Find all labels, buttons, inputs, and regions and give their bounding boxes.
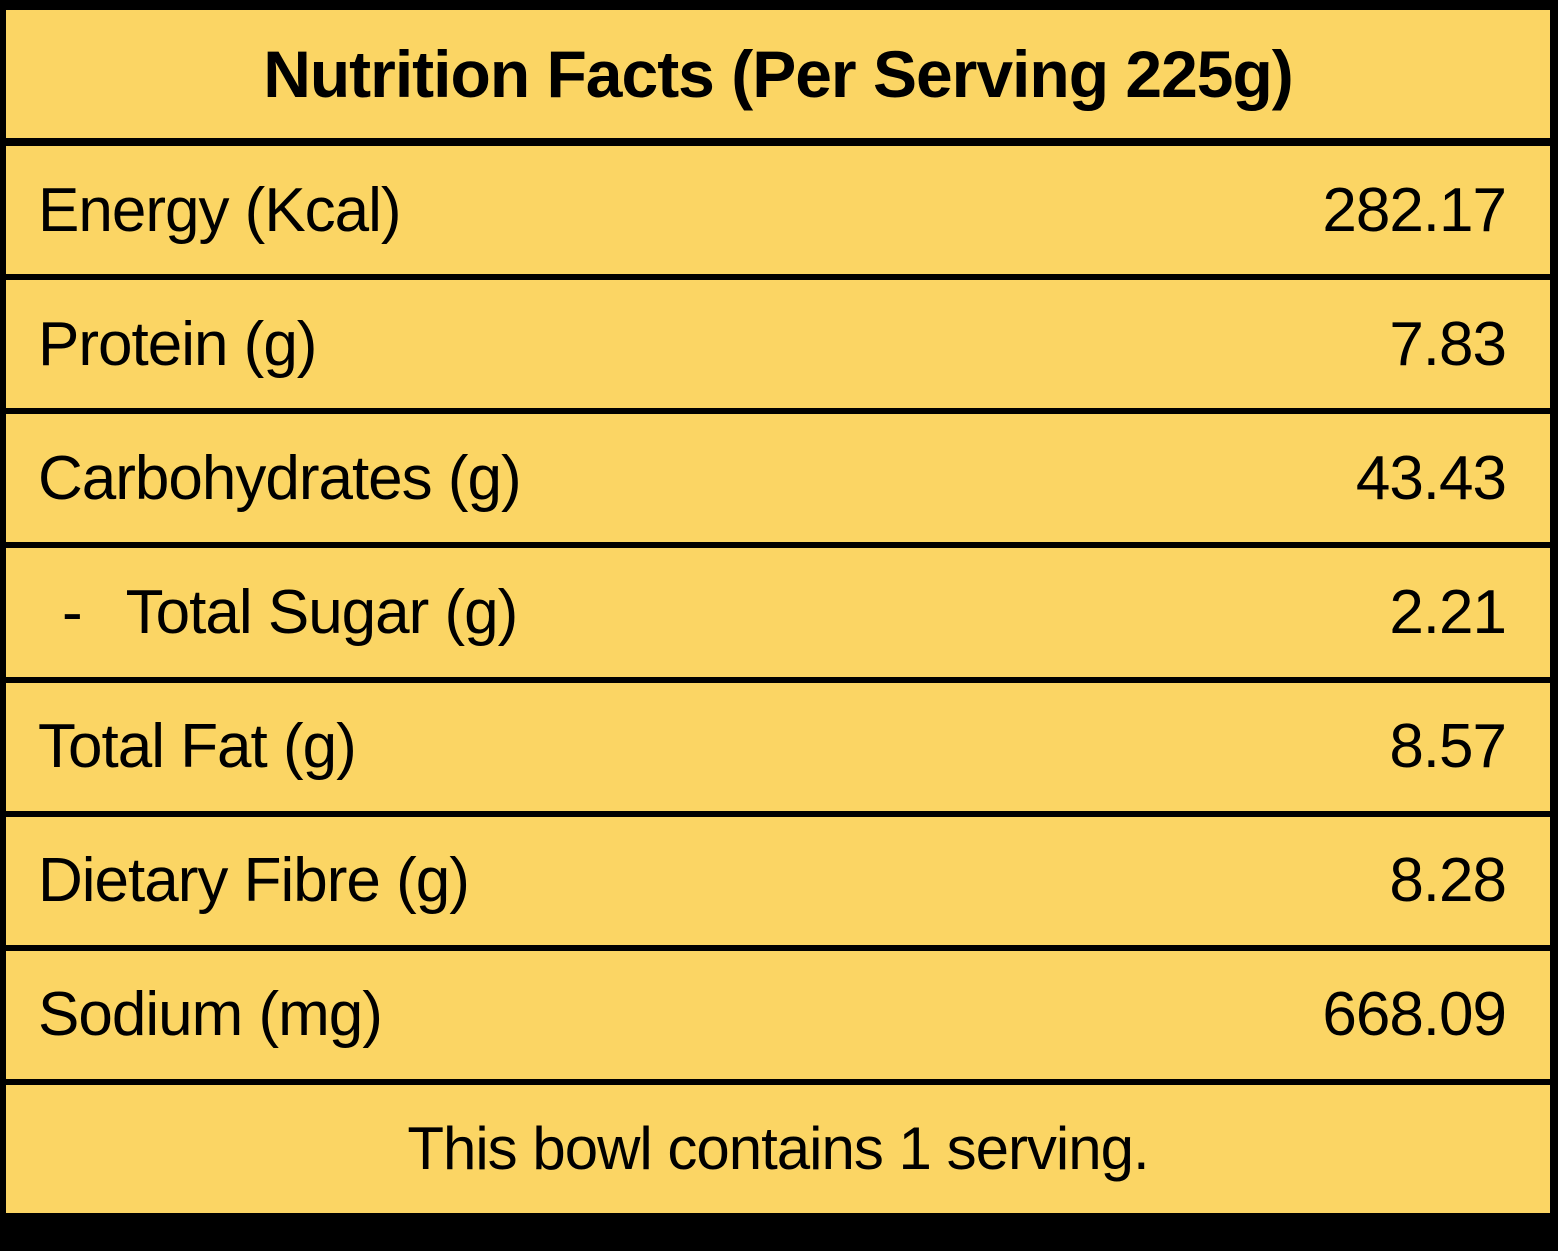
table-row: Dietary Fibre (g) 8.28 — [6, 817, 1550, 951]
row-label: - Total Sugar (g) — [6, 577, 519, 648]
table-row: Energy (Kcal) 282.17 — [6, 146, 1550, 281]
row-label: Sodium (mg) — [38, 980, 383, 1050]
row-label: Carbohydrates (g) — [38, 443, 522, 513]
row-value: 8.28 — [1389, 846, 1507, 916]
table-row: Sodium (mg) 668.09 — [6, 951, 1550, 1085]
row-value: 43.43 — [1355, 443, 1507, 513]
row-value: 7.83 — [1389, 309, 1507, 379]
table-row: Carbohydrates (g) 43.43 — [6, 414, 1550, 549]
sub-item-dash: - — [62, 577, 83, 647]
row-label: Energy (Kcal) — [38, 175, 402, 245]
nutrition-facts-table: Nutrition Facts (Per Serving 225g) Energ… — [0, 0, 1558, 1221]
row-label: Total Fat (g) — [38, 712, 357, 782]
table-row: - Total Sugar (g) 2.21 — [6, 548, 1550, 683]
serving-note: This bowl contains 1 serving. — [407, 1115, 1149, 1183]
table-row: Protein (g) 7.83 — [6, 280, 1550, 415]
row-label-text: Total Sugar (g) — [125, 577, 519, 647]
row-value: 668.09 — [1322, 980, 1507, 1050]
table-row: Total Fat (g) 8.57 — [6, 683, 1550, 817]
row-value: 282.17 — [1322, 175, 1507, 245]
table-footer-row: This bowl contains 1 serving. — [6, 1085, 1550, 1213]
row-label: Dietary Fibre (g) — [38, 846, 470, 916]
row-value: 2.21 — [1389, 577, 1507, 647]
row-label: Protein (g) — [38, 309, 317, 379]
row-value: 8.57 — [1389, 712, 1507, 782]
table-row: Nutrition Facts (Per Serving 225g) — [6, 10, 1550, 147]
table-title: Nutrition Facts (Per Serving 225g) — [263, 37, 1294, 112]
